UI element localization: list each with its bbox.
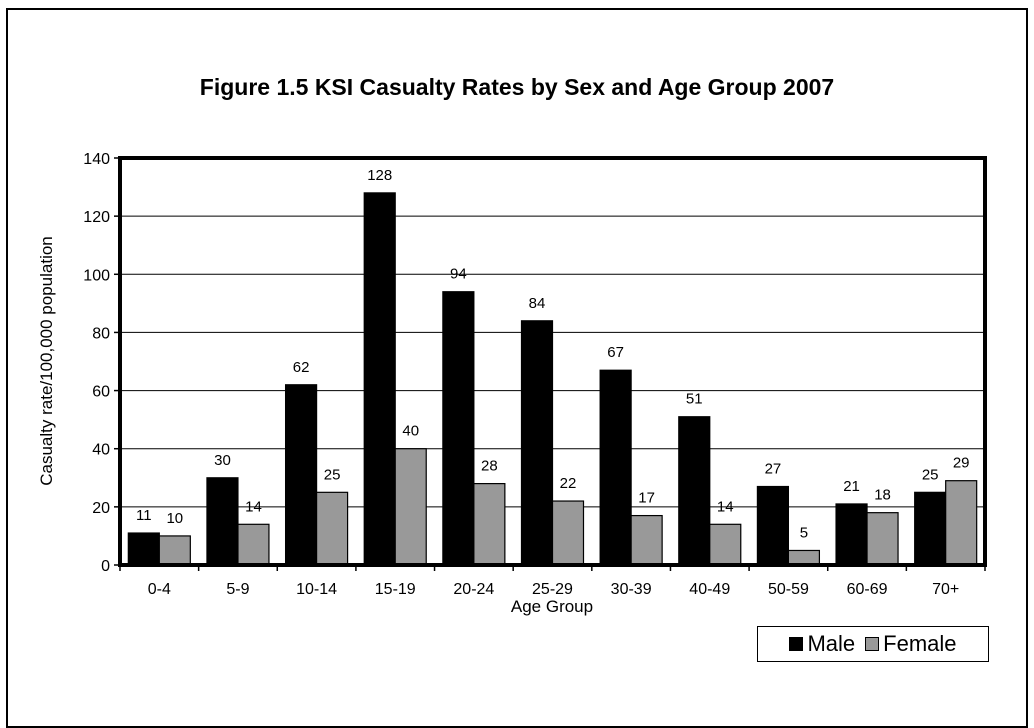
bar-male (284, 384, 318, 566)
bar-male (756, 485, 790, 566)
chart-title: Figure 1.5 KSI Casualty Rates by Sex and… (199, 74, 835, 100)
bar-female (945, 480, 978, 566)
x-tick-label: 0-4 (148, 581, 171, 598)
y-tick-label: 60 (92, 384, 110, 401)
x-tick-label: 30-39 (611, 581, 652, 598)
legend-item-male: Male (789, 631, 855, 657)
bar-male (914, 491, 947, 566)
y-tick-label: 20 (92, 500, 110, 517)
x-tick-label: 25-29 (532, 581, 573, 598)
x-tick-label: 40-49 (689, 581, 730, 598)
bar-female (709, 523, 742, 566)
y-axis-title: Casualty rate/100,000 population (37, 236, 56, 486)
data-label-female: 10 (166, 510, 183, 527)
bar-female (787, 549, 821, 566)
legend-swatch-male (789, 637, 804, 651)
y-tick-label: 140 (83, 151, 110, 168)
bar-male (520, 320, 554, 566)
y-tick-label: 80 (92, 325, 110, 342)
data-label-male: 62 (293, 359, 310, 376)
bars (127, 192, 978, 566)
data-label-male: 27 (765, 461, 782, 478)
data-label-female: 14 (245, 498, 262, 515)
data-label-male: 11 (136, 507, 152, 524)
bar-female (551, 500, 585, 566)
data-label-female: 22 (560, 475, 577, 492)
chart-frame (6, 8, 1028, 728)
data-label-male: 94 (450, 266, 467, 283)
bar-female (315, 491, 349, 566)
bar-male (835, 503, 868, 566)
data-label-female: 40 (402, 423, 419, 440)
legend-label-male: Male (807, 631, 856, 656)
y-tick-label: 100 (83, 267, 110, 284)
data-label-female: 29 (953, 455, 970, 472)
bar-female (473, 483, 506, 566)
bar-male (678, 416, 711, 566)
bar-male (206, 477, 239, 566)
y-tick-label: 40 (92, 442, 110, 459)
x-tick-label: 60-69 (847, 581, 888, 598)
data-label-female: 17 (638, 490, 655, 507)
x-tick-label: 10-14 (296, 581, 337, 598)
x-tick-label: 70+ (932, 581, 959, 598)
data-labels: 11 10 30 14 62 25 128 40 94 28 84 22 67 17 51 14 27 5 21 18… (136, 167, 969, 542)
bar-male (127, 532, 160, 566)
bar-male (599, 369, 632, 566)
bar-male (363, 192, 396, 566)
y-tick-label: 120 (83, 209, 110, 226)
bar-female (630, 514, 663, 566)
x-tick-label: 15-19 (375, 581, 416, 598)
data-label-female: 25 (324, 466, 341, 483)
data-label-male: 30 (214, 452, 231, 469)
data-label-male: 51 (686, 391, 703, 408)
legend-item-female: Female (865, 631, 957, 657)
data-label-female: 14 (717, 498, 734, 515)
data-label-male: 21 (843, 478, 860, 495)
data-label-male: 128 (367, 167, 392, 184)
data-label-male: 84 (529, 295, 546, 312)
x-tick-label: 5-9 (226, 581, 249, 598)
data-label-male: 67 (607, 344, 624, 361)
x-axis-title: Age Group (511, 597, 593, 616)
bar-female (237, 523, 270, 566)
data-label-male: 25 (922, 466, 939, 483)
legend: Male Female (757, 626, 989, 662)
data-label-female: 28 (481, 458, 498, 475)
legend-label-female: Female (883, 631, 957, 656)
plot-area-border (118, 156, 987, 567)
bar-male (442, 291, 475, 566)
bar-female (866, 512, 899, 566)
bar-chart: 0 20 40 60 80 100 120 140 0-4 5-9 10-14 15-19 20-24 2… (37, 151, 987, 616)
data-label-female: 5 (800, 524, 808, 541)
legend-swatch-female (865, 637, 880, 651)
y-tick-label: 0 (101, 558, 110, 575)
bar-female (158, 535, 191, 566)
data-label-female: 18 (874, 487, 891, 504)
axis-ticks: 0 20 40 60 80 100 120 140 0-4 5-9 10-14 15-19 20-24 2… (83, 151, 986, 598)
x-tick-label: 20-24 (453, 581, 494, 598)
x-tick-label: 50-59 (768, 581, 809, 598)
bar-female (394, 448, 427, 566)
